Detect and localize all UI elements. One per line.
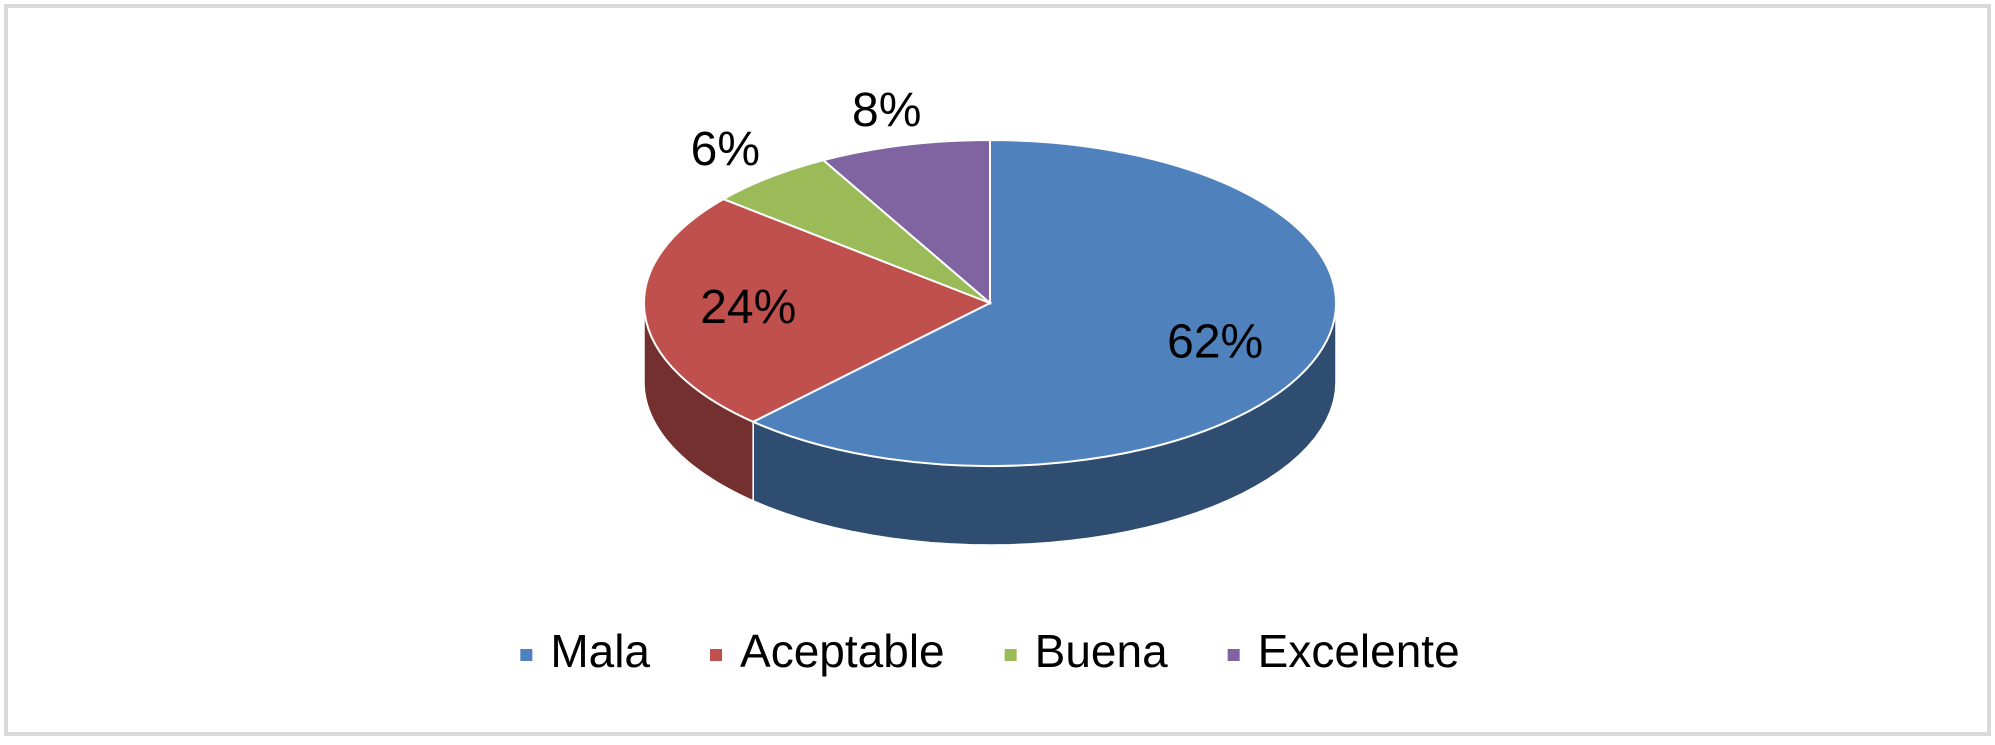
data-label: 8% xyxy=(852,84,921,137)
legend-swatch xyxy=(520,649,533,661)
legend-label: Mala xyxy=(550,625,650,677)
data-label: 24% xyxy=(700,281,796,334)
legend-label: Excelente xyxy=(1258,625,1460,677)
legend-swatch xyxy=(1227,649,1240,661)
slice xyxy=(750,138,1337,467)
data-labels: 62% 24% 6% 8% xyxy=(691,84,1264,368)
legend: Mala Aceptable Buena Excelente xyxy=(520,625,1460,677)
data-label: 62% xyxy=(1167,316,1263,369)
pie-tops xyxy=(643,138,1337,467)
slice xyxy=(821,138,991,306)
slice xyxy=(721,159,991,304)
legend-label: Aceptable xyxy=(740,625,945,677)
legend-swatch xyxy=(1004,649,1017,661)
slice xyxy=(643,197,993,423)
legend-label: Buena xyxy=(1035,625,1168,677)
legend-swatch xyxy=(710,649,723,661)
data-label: 6% xyxy=(691,123,760,176)
